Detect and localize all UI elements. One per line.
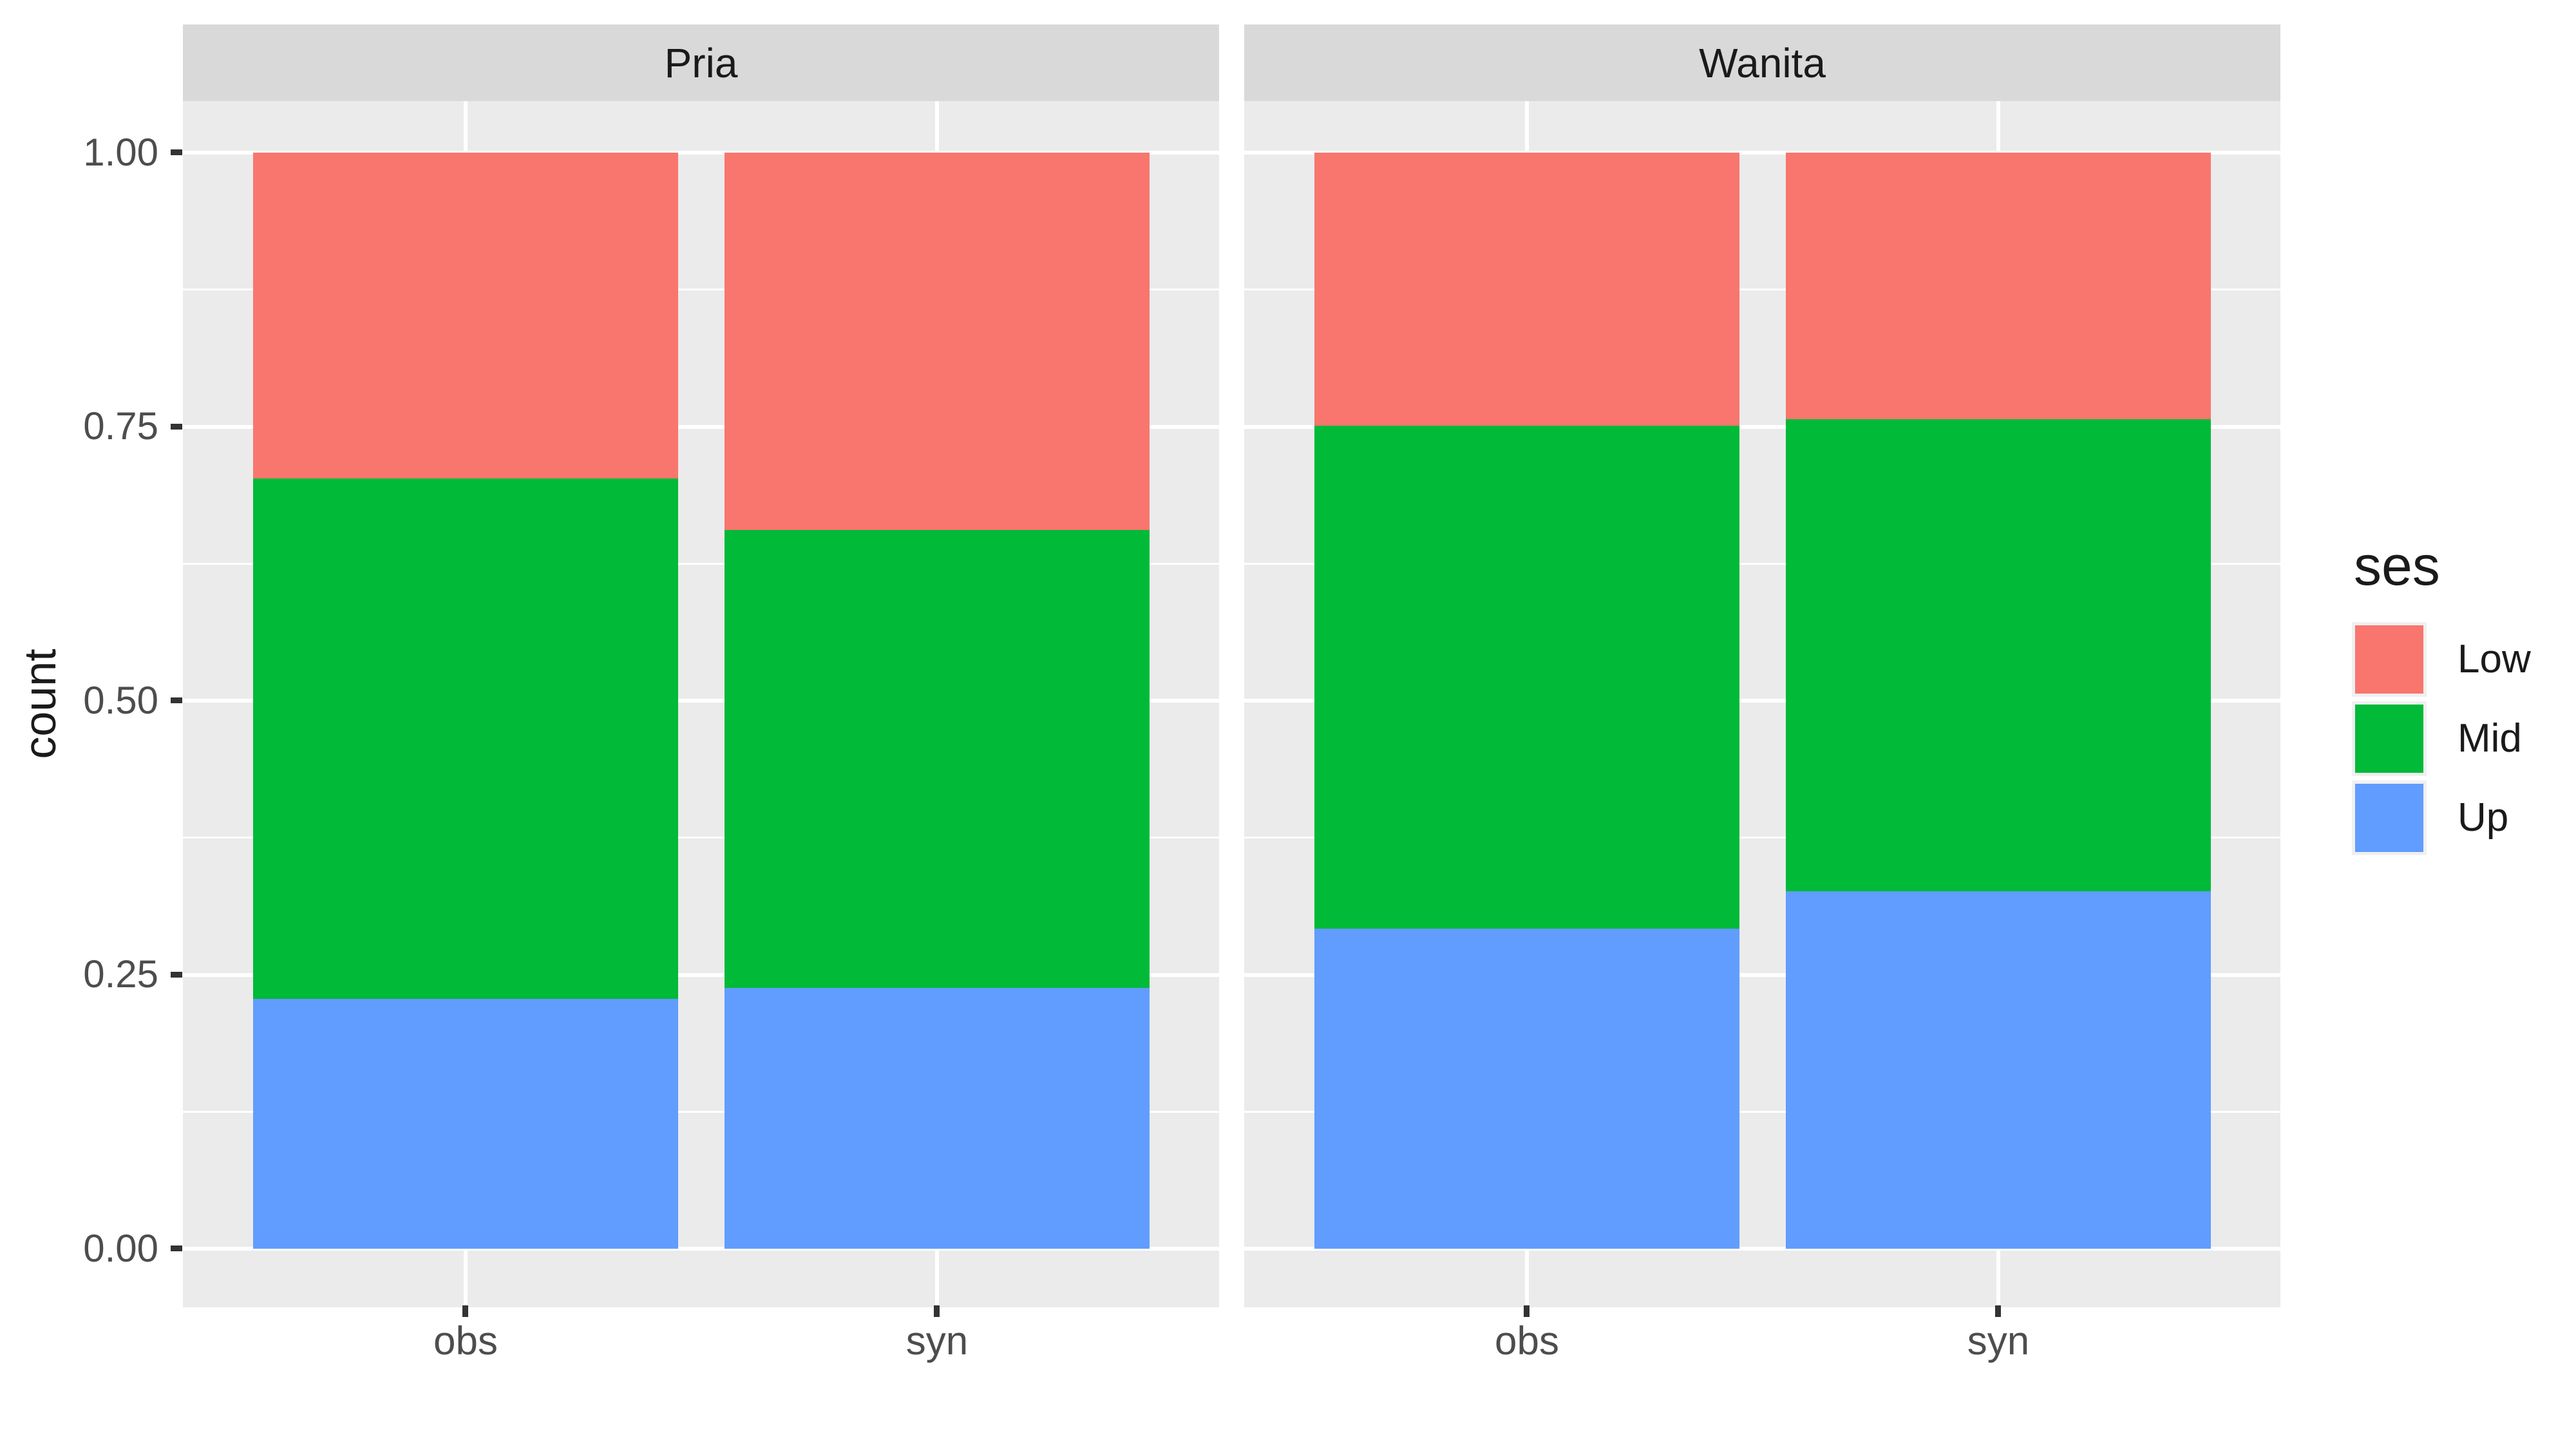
bar-segment-pria-obs-mid — [253, 478, 678, 999]
bar-segment-pria-obs-low — [253, 153, 678, 478]
panel-pria — [183, 101, 1219, 1307]
gridline-minor-h — [183, 289, 1219, 291]
gridline-major-h — [183, 972, 1219, 977]
legend-entry-up: Up — [2352, 781, 2531, 855]
bar-segment-pria-obs-up — [253, 998, 678, 1249]
legend-title: ses — [2354, 535, 2440, 597]
y-tick-mark — [171, 697, 182, 703]
bar-segment-wanita-obs-low — [1314, 153, 1739, 426]
x-tick-mark — [934, 1305, 940, 1317]
y-tick-label: 0.75 — [83, 404, 158, 448]
y-tick-label: 0.00 — [83, 1227, 158, 1270]
legend-swatch-mid — [2355, 705, 2423, 773]
gridline-major-h — [1244, 424, 2280, 429]
y-tick-label: 0.25 — [83, 952, 158, 996]
y-tick-mark — [171, 972, 182, 978]
y-tick-mark — [171, 1245, 182, 1251]
gridline-minor-h — [183, 1110, 1219, 1113]
bar-segment-wanita-syn-up — [1786, 891, 2211, 1249]
bar-segment-wanita-obs-mid — [1314, 425, 1739, 929]
y-tick-label: 1.00 — [83, 131, 158, 174]
gridline-major-h — [1244, 972, 2280, 977]
legend-key-low — [2352, 622, 2427, 697]
legend-entry-low: Low — [2352, 622, 2531, 697]
legend-swatch-up — [2355, 784, 2423, 852]
gridline-minor-h — [1244, 562, 2280, 565]
x-tick-label: obs — [433, 1319, 498, 1363]
panel-wanita — [1244, 101, 2280, 1307]
bar-segment-wanita-obs-up — [1314, 929, 1739, 1249]
x-tick-label: syn — [905, 1319, 969, 1363]
legend-label-mid: Mid — [2458, 716, 2522, 761]
x-tick-mark — [1995, 1305, 2001, 1317]
y-tick-label: 0.50 — [83, 679, 158, 722]
gridline-major-h — [183, 1247, 1219, 1251]
legend-swatch-low — [2355, 625, 2423, 694]
legend-label-up: Up — [2458, 795, 2509, 840]
gridline-minor-h — [183, 837, 1219, 839]
bar-segment-pria-syn-mid — [724, 529, 1150, 988]
gridline-minor-h — [1244, 289, 2280, 291]
gridline-minor-h — [183, 562, 1219, 565]
facet-strip-pria: Pria — [183, 24, 1219, 101]
x-tick-label: obs — [1495, 1319, 1559, 1363]
legend-key-up — [2352, 781, 2427, 855]
bar-segment-pria-syn-low — [724, 153, 1150, 530]
gridline-major-h — [1244, 699, 2280, 703]
y-tick-mark — [171, 424, 182, 430]
facet-strip-label: Pria — [664, 39, 738, 86]
bar-segment-pria-syn-up — [724, 987, 1150, 1249]
gridline-minor-h — [1244, 837, 2280, 839]
y-tick-mark — [171, 149, 182, 155]
gridline-major-h — [1244, 151, 2280, 155]
gridline-major-h — [1244, 1247, 2280, 1251]
legend-entry-mid: Mid — [2352, 701, 2531, 776]
x-tick-mark — [1524, 1305, 1530, 1317]
x-tick-mark — [462, 1305, 468, 1317]
gridline-major-h — [183, 151, 1219, 155]
gridline-major-h — [183, 424, 1219, 429]
gridline-minor-h — [1244, 1110, 2280, 1113]
facet-strip-wanita: Wanita — [1244, 24, 2280, 101]
bar-segment-wanita-syn-mid — [1786, 419, 2211, 892]
legend-key-mid — [2352, 701, 2427, 776]
bar-segment-wanita-syn-low — [1786, 153, 2211, 419]
legend: ses Low Mid Up — [2352, 538, 2531, 860]
gridline-major-h — [183, 699, 1219, 703]
legend-label-low: Low — [2458, 637, 2531, 681]
x-tick-label: syn — [1967, 1319, 2030, 1363]
facet-strip-label: Wanita — [1699, 39, 1826, 86]
